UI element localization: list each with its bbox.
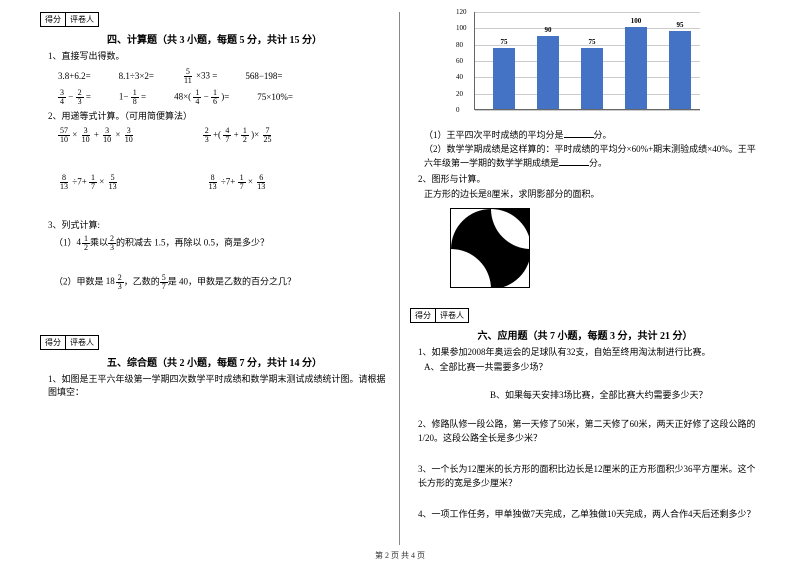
- expr: 34 − 23 =: [58, 89, 91, 106]
- expr: 1− 18 =: [119, 89, 146, 106]
- q4-2: 2、用递等式计算。（可用简便算法）: [48, 110, 389, 124]
- q4-3b: （2）甲数是 1823，乙数的57是 40，甲数是乙数的百分之几？: [54, 274, 389, 291]
- expr: 75×10%=: [257, 92, 293, 102]
- section6-title: 六、应用题（共 7 小题，每题 3 分，共计 21 分）: [410, 327, 760, 342]
- score-label: 得分: [41, 13, 66, 26]
- score-label: 得分: [411, 309, 436, 322]
- score-box-5: 得分 评卷人: [40, 335, 99, 350]
- expr: 511 ×33 =: [182, 68, 217, 85]
- q4-3: 3、列式计算:: [48, 219, 389, 233]
- section5-title: 五、综合题（共 2 小题，每题 7 分，共计 14 分）: [40, 354, 389, 369]
- q4-1: 1、直接写出得数。: [48, 50, 389, 64]
- shape-figure: [450, 208, 530, 288]
- right-column: 75907510095 020406080100120 （1）王平四次平时成绩的…: [400, 12, 770, 545]
- chart-q2: （2）数学学期成绩是这样算的：平时成绩的平均分×60%+期末测验成绩×40%。王…: [424, 143, 760, 171]
- expr: 48×( 14 − 16 )=: [174, 89, 229, 106]
- math-row-1: 3.8+6.2= 8.1÷3×2= 511 ×33 = 568−198=: [58, 68, 389, 85]
- expr: 568−198=: [245, 71, 282, 81]
- grader-label: 评卷人: [66, 336, 98, 349]
- grader-label: 评卷人: [66, 13, 98, 26]
- q6-4: 4、一项工作任务，甲单独做7天完成，乙单独做10天完成，两人合作4天后还剩多少？: [418, 508, 760, 522]
- math-row-2: 34 − 23 = 1− 18 = 48×( 14 − 16 )= 75×10%…: [58, 89, 389, 106]
- q6-1: 1、如果参加2008年奥运会的足球队有32支，自始至终用淘汰制进行比赛。: [418, 346, 760, 360]
- q6-1a: A、全部比赛一共需要多少场？: [424, 361, 760, 375]
- score-box: 得分 评卷人: [40, 12, 99, 27]
- score-label: 得分: [41, 336, 66, 349]
- q5-1: 1、如图是王平六年级第一学期四次数学平时成绩和数学期末测试成绩统计图。请根据图填…: [48, 373, 389, 400]
- shape-svg: [451, 209, 530, 288]
- page-footer: 第 2 页 共 4 页: [0, 550, 800, 561]
- expr: 3.8+6.2=: [58, 71, 91, 81]
- q5-2: 2、图形与计算。: [418, 173, 760, 187]
- math-row-3: 5710 × 310 + 310 × 310 23 +( 47 + 12 )× …: [58, 127, 389, 144]
- score-box-6: 得分 评卷人: [410, 308, 469, 323]
- expr: 5710 × 310 + 310 × 310: [58, 127, 135, 144]
- section4-title: 四、计算题（共 3 小题，每题 5 分，共计 15 分）: [40, 31, 389, 46]
- chart-q1: （1）王平四次平时成绩的平均分是分。: [424, 128, 760, 143]
- q6-3: 3、一个长为12厘米的长方形的面积比边长是12厘米的正方形面积少36平方厘米。这…: [418, 463, 760, 490]
- expr: 813 ÷7+ 17 × 613: [207, 174, 268, 191]
- q6-1b: B、如果每天安排3场比赛，全部比赛大约需要多少天？: [490, 389, 760, 403]
- q6-2: 2、修路队修一段公路，第一天修了50米，第二天修了60米，两天正好修了这段公路的…: [418, 418, 760, 445]
- q4-3a: （1）412乘以23的积减去 1.5，再除以 0.5，商是多少？: [54, 235, 389, 252]
- expr: 23 +( 47 + 12 )× 725: [203, 127, 274, 144]
- math-row-4: 813 ÷7+ 17 × 513 813 ÷7+ 17 × 613: [58, 174, 389, 191]
- expr: 813 ÷7+ 17 × 513: [58, 174, 119, 191]
- expr: 8.1÷3×2=: [119, 71, 154, 81]
- q5-2-text: 正方形的边长是8厘米，求阴影部分的面积。: [424, 188, 760, 202]
- chart-grid: 75907510095: [474, 12, 700, 110]
- bar-chart: 75907510095 020406080100120: [450, 12, 710, 122]
- left-column: 得分 评卷人 四、计算题（共 3 小题，每题 5 分，共计 15 分） 1、直接…: [30, 12, 400, 545]
- grader-label: 评卷人: [436, 309, 468, 322]
